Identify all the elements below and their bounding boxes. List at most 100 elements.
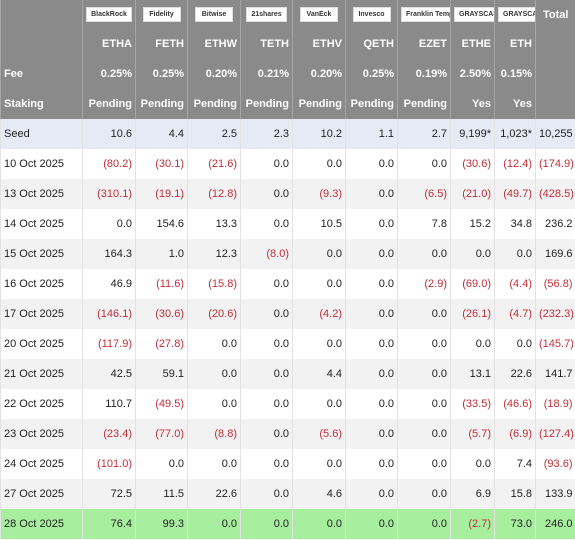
flow-cell: 13.3 bbox=[187, 209, 241, 239]
issuer-logo: 21shares bbox=[246, 7, 287, 22]
total-cell: (93.6) bbox=[535, 449, 575, 479]
data-row: 23 Oct 2025 (23.4) (77.0) (8.8) 0.0 (5.6) 0.0 0… bbox=[0, 419, 575, 449]
flow-cell: 0.0 bbox=[240, 389, 293, 419]
flow-cell: (30.6) bbox=[135, 299, 188, 329]
logo-cell: GRAYSCALE bbox=[450, 0, 495, 29]
logo-cell: BlackRock bbox=[82, 0, 136, 29]
staking-value: Pending bbox=[240, 89, 293, 119]
flow-cell: 10.6 bbox=[82, 119, 136, 149]
flow-cell: (8.0) bbox=[240, 239, 293, 269]
flow-cell: 0.0 bbox=[345, 509, 398, 539]
flow-cell: (46.6) bbox=[494, 389, 536, 419]
flow-cell: 7.4 bbox=[494, 449, 536, 479]
staking-value: Pending bbox=[345, 89, 398, 119]
fee-value: 2.50% bbox=[450, 59, 495, 89]
flow-cell: 0.0 bbox=[345, 179, 398, 209]
flow-cell: 0.0 bbox=[345, 209, 398, 239]
ticker: ETHV bbox=[292, 29, 346, 59]
flow-cell: (49.5) bbox=[135, 389, 188, 419]
flow-cell: 0.0 bbox=[345, 299, 398, 329]
issuer-logo: Bitwise bbox=[195, 7, 233, 22]
flow-cell: (30.1) bbox=[135, 149, 188, 179]
data-row: 10 Oct 2025 (80.2) (30.1) (21.6) 0.0 0.0 0.0 0.… bbox=[0, 149, 575, 179]
ticker-row: ETHA FETH ETHW TETH ETHV QETH EZET ETHE ETH bbox=[0, 29, 575, 59]
flow-cell: (5.6) bbox=[292, 419, 346, 449]
flow-cell: (80.2) bbox=[82, 149, 136, 179]
corner-cell bbox=[0, 29, 83, 59]
flow-cell: (8.8) bbox=[187, 419, 241, 449]
flow-cell: (20.6) bbox=[187, 299, 241, 329]
flow-cell: 0.0 bbox=[292, 239, 346, 269]
ticker: EZET bbox=[397, 29, 451, 59]
row-label: 23 Oct 2025 bbox=[0, 419, 83, 449]
flow-cell: 154.6 bbox=[135, 209, 188, 239]
issuer-logo: GRAYSCALE bbox=[498, 7, 536, 22]
flow-cell: 0.0 bbox=[397, 479, 451, 509]
logo-cell: GRAYSCALE bbox=[494, 0, 536, 29]
issuer-logo: GRAYSCALE bbox=[454, 7, 495, 22]
flow-cell: 0.0 bbox=[240, 509, 293, 539]
flow-cell: 4.4 bbox=[135, 119, 188, 149]
flow-cell: 15.8 bbox=[494, 479, 536, 509]
logo-cell: 21shares bbox=[240, 0, 293, 29]
flow-cell: (6.9) bbox=[494, 419, 536, 449]
flow-cell: 34.8 bbox=[494, 209, 536, 239]
flow-cell: 0.0 bbox=[292, 329, 346, 359]
flow-cell: 0.0 bbox=[397, 329, 451, 359]
flow-cell: 0.0 bbox=[135, 449, 188, 479]
flow-cell: 73.0 bbox=[494, 509, 536, 539]
flow-cell: (117.9) bbox=[82, 329, 136, 359]
flow-cell: (12.8) bbox=[187, 179, 241, 209]
issuer-logo: Franklin Templeton bbox=[401, 7, 451, 22]
logo-cell: VanEck bbox=[292, 0, 346, 29]
total-cell: 169.6 bbox=[535, 239, 575, 269]
total-cell: (428.5) bbox=[535, 179, 575, 209]
flow-cell: 0.0 bbox=[450, 329, 495, 359]
fee-value: 0.25% bbox=[82, 59, 136, 89]
flow-cell: 0.0 bbox=[494, 329, 536, 359]
staking-value: Yes bbox=[450, 89, 495, 119]
ticker: ETHE bbox=[450, 29, 495, 59]
row-label: 27 Oct 2025 bbox=[0, 479, 83, 509]
flow-cell: 0.0 bbox=[187, 329, 241, 359]
issuer-logo: Fidelity bbox=[142, 7, 181, 22]
row-label: 15 Oct 2025 bbox=[0, 239, 83, 269]
flow-cell: 10.5 bbox=[292, 209, 346, 239]
row-label: Seed bbox=[0, 119, 83, 149]
fee-label: Fee bbox=[0, 59, 83, 89]
fee-value: 0.25% bbox=[135, 59, 188, 89]
flow-cell: 0.0 bbox=[292, 389, 346, 419]
flow-cell: (26.1) bbox=[450, 299, 495, 329]
row-label: 17 Oct 2025 bbox=[0, 299, 83, 329]
row-label: 16 Oct 2025 bbox=[0, 269, 83, 299]
staking-value: Pending bbox=[292, 89, 346, 119]
total-cell: 141.7 bbox=[535, 359, 575, 389]
flow-cell: 0.0 bbox=[292, 509, 346, 539]
flow-cell: 9,199* bbox=[450, 119, 495, 149]
flow-cell: 0.0 bbox=[397, 509, 451, 539]
flow-cell: 0.0 bbox=[345, 329, 398, 359]
flow-cell: (77.0) bbox=[135, 419, 188, 449]
total-cell: (145.7) bbox=[535, 329, 575, 359]
issuer-logo: Invesco bbox=[352, 7, 391, 22]
data-row: 15 Oct 2025 164.3 1.0 12.3 (8.0) 0.0 0.0 0.0 0.0… bbox=[0, 239, 575, 269]
flow-cell: 1.1 bbox=[345, 119, 398, 149]
flow-cell: (4.2) bbox=[292, 299, 346, 329]
flow-cell: 0.0 bbox=[240, 149, 293, 179]
flow-cell: 0.0 bbox=[292, 149, 346, 179]
flow-cell: 0.0 bbox=[450, 239, 495, 269]
data-row: 20 Oct 2025 (117.9) (27.8) 0.0 0.0 0.0 0.0 0.0 0… bbox=[0, 329, 575, 359]
flow-cell: (9.3) bbox=[292, 179, 346, 209]
staking-value: Yes bbox=[494, 89, 536, 119]
flow-cell: 0.0 bbox=[345, 389, 398, 419]
flow-cell: 0.0 bbox=[187, 449, 241, 479]
flow-cell: (33.5) bbox=[450, 389, 495, 419]
flow-cell: 0.0 bbox=[397, 239, 451, 269]
flow-cell: 59.1 bbox=[135, 359, 188, 389]
flow-cell: 0.0 bbox=[82, 209, 136, 239]
fee-row: Fee 0.25% 0.25% 0.20% 0.21% 0.20% 0.25% 0.19% 2.… bbox=[0, 59, 575, 89]
flow-cell: (21.0) bbox=[450, 179, 495, 209]
flow-cell: 0.0 bbox=[345, 149, 398, 179]
staking-row: Staking Pending Pending Pending Pending Pendi… bbox=[0, 89, 575, 119]
